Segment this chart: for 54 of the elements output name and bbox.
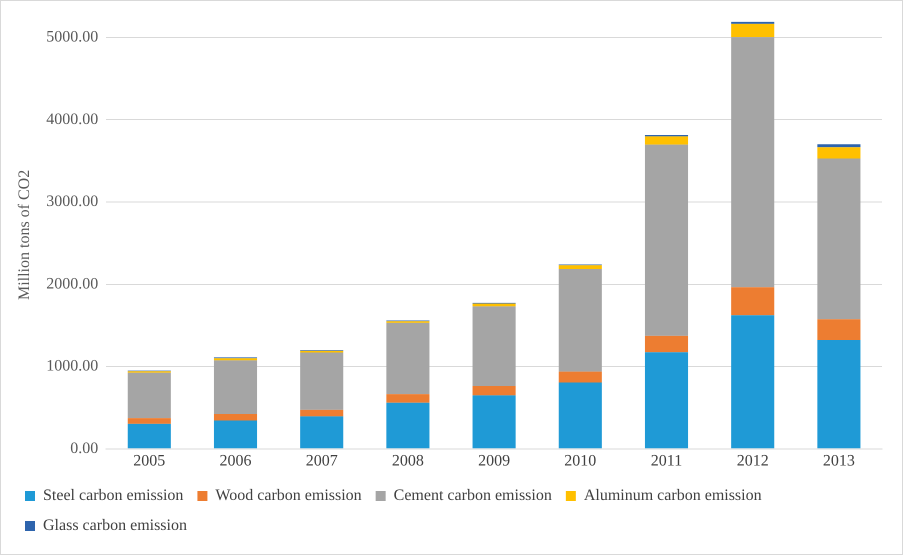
bar: [386, 394, 430, 403]
bar: [128, 418, 171, 424]
x-tick-label: 2007: [306, 452, 338, 470]
y-tick-label: 4000.00: [46, 110, 98, 128]
x-tick-label: 2012: [736, 452, 769, 470]
y-tick-label: 3000.00: [46, 193, 98, 210]
y-tick-label: 1000.00: [46, 358, 98, 375]
bar: [817, 340, 860, 448]
bar: [644, 336, 688, 352]
bar: [214, 414, 258, 420]
bar: [214, 360, 258, 414]
y-tick-label: 5000.00: [46, 28, 98, 46]
bar: [128, 372, 171, 418]
y-tick-label: 0.00: [70, 440, 98, 458]
legend-label: Aluminum carbon emission: [584, 487, 762, 504]
bar: [558, 268, 602, 372]
bar: [731, 287, 774, 316]
bar: [644, 136, 688, 145]
x-tick-label: 2009: [478, 452, 510, 470]
bar: [644, 144, 688, 336]
bar: [817, 144, 860, 148]
bar: [817, 147, 860, 158]
legend-label: Wood carbon emission: [215, 487, 362, 504]
bar: [558, 372, 602, 382]
bar: [128, 424, 171, 448]
bar: [300, 352, 344, 410]
bar: [472, 304, 516, 306]
bar: [300, 416, 344, 448]
legend-label: Cement carbon emission: [394, 487, 552, 504]
bar: [558, 265, 602, 269]
bar: [817, 319, 860, 340]
bar: [472, 306, 516, 386]
bar: [214, 420, 258, 448]
y-axis-title: Million tons of CO2: [16, 170, 33, 300]
bar: [386, 402, 430, 448]
bar: [386, 322, 430, 394]
bar: [300, 410, 344, 416]
y-tick-label: 2000.00: [46, 275, 98, 292]
legend-label: Glass carbon emission: [43, 517, 187, 534]
x-tick-label: 2010: [564, 452, 596, 470]
x-tick-label: 2011: [650, 452, 682, 470]
x-tick-label: 2006: [220, 452, 252, 470]
bar: [731, 315, 774, 448]
bar: [472, 395, 516, 448]
x-tick-label: 2013: [822, 452, 855, 470]
bar: [817, 158, 860, 320]
bar: [731, 37, 774, 288]
bar: [731, 24, 774, 38]
legend-label: Steel carbon emission: [43, 487, 184, 504]
x-tick-label: 2005: [133, 452, 166, 470]
bar: [472, 386, 516, 396]
bar: [558, 382, 602, 448]
bar: [644, 352, 688, 448]
x-tick-label: 2008: [392, 452, 424, 470]
